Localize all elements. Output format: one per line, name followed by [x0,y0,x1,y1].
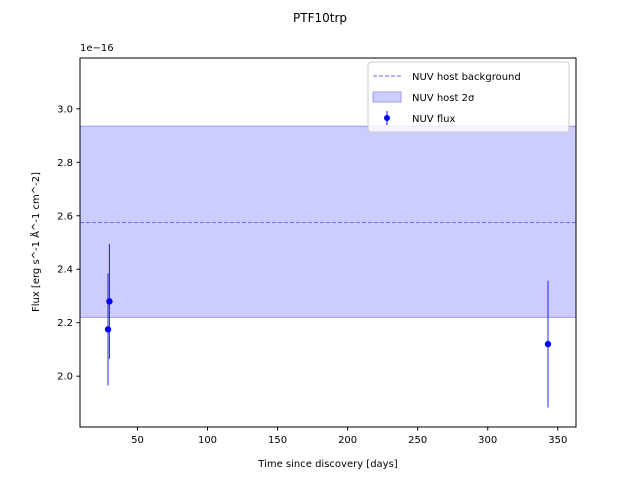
x-tick-label: 150 [268,435,287,446]
flux-point-1 [104,326,112,333]
plot-area [79,125,577,408]
legend-label-background: NUV host background [412,72,521,83]
y-tick-label: 2.4 [57,265,73,276]
host-2sigma-band [79,125,577,318]
x-tick-label: 350 [548,435,567,446]
y-axis-label: Flux [erg s^-1 Å^-1 cm^-2] [29,172,42,312]
legend-box [367,61,570,133]
x-tick-label: 50 [131,435,144,446]
axis-ticks: 50 100 150 200 250 300 350 2.0 2.2 2.4 2.6 2.8 3.0 [57,104,567,446]
x-tick-label: 100 [198,435,217,446]
axes-frame [79,57,577,428]
y-tick-label: 2.8 [57,158,73,169]
x-tick-label: 300 [478,435,497,446]
legend-label-2sigma: NUV host 2σ [412,93,475,104]
y-offset-label: 1e−16 [80,43,114,54]
x-tick-label: 250 [408,435,427,446]
legend: NUV host background NUV host 2σ NUV flux [367,61,570,133]
chart-title: PTF10trp [293,11,347,25]
legend-band-swatch [372,91,402,103]
y-tick-label: 2.0 [57,372,73,383]
legend-marker-swatch [384,115,390,121]
flux-point-2 [106,298,113,305]
flux-point-3 [544,340,552,348]
legend-label-flux: NUV flux [412,114,455,125]
y-tick-label: 2.2 [57,318,73,329]
x-tick-label: 200 [338,435,357,446]
y-tick-label: 2.6 [57,211,73,222]
x-axis-label: Time since discovery [days] [257,459,398,470]
y-tick-label: 3.0 [57,104,73,115]
